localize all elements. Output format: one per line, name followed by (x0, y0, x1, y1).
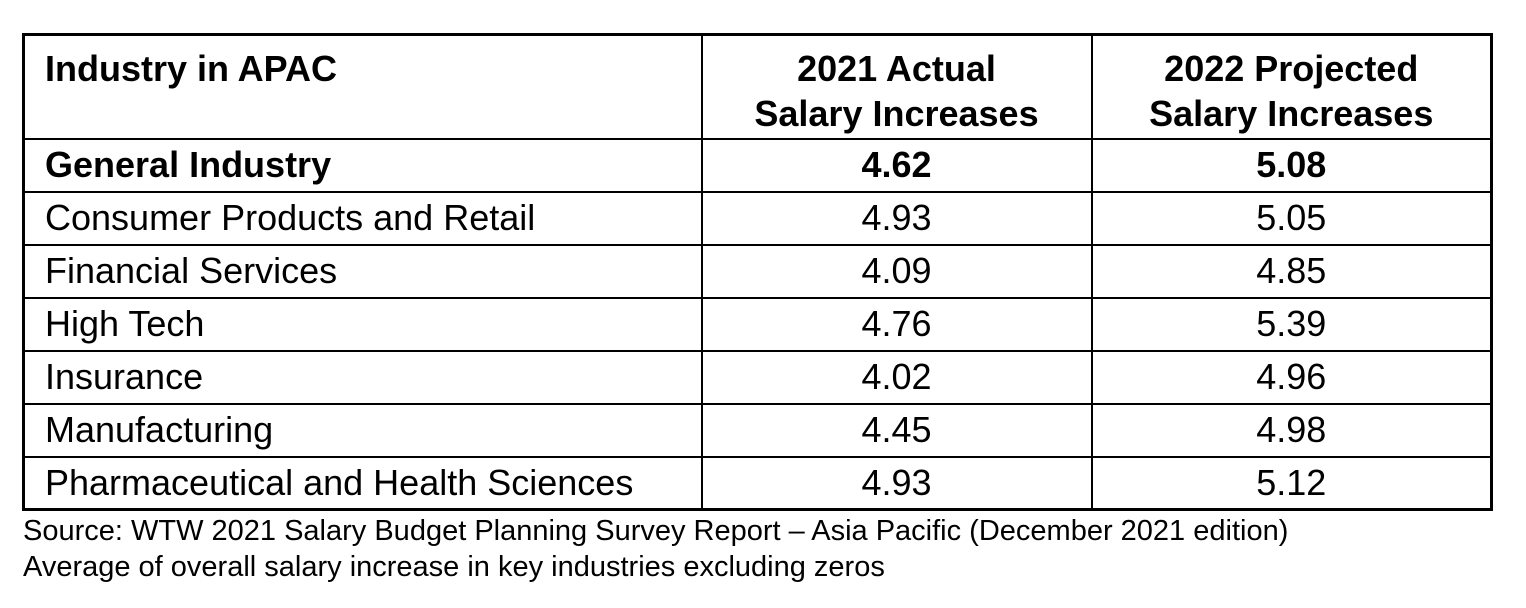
column-header-industry: Industry in APAC (22, 33, 703, 140)
column-header-2021-actual: 2021 Actual Salary Increases (700, 33, 1093, 140)
column-header-2022-projected: 2022 Projected Salary Increases (1090, 33, 1493, 140)
table-header-row: Industry in APAC 2021 Actual Salary Incr… (22, 33, 1493, 140)
table-row-pharmaceutical-health-sciences: Pharmaceutical and Health Sciences 4.93 … (22, 455, 1493, 511)
value-2022-projected: 5.39 (1090, 296, 1493, 352)
value-2022-projected: 4.98 (1090, 402, 1493, 458)
industry-name: Financial Services (22, 243, 703, 299)
value-2022-projected: 5.08 (1090, 137, 1493, 193)
table-row-financial-services: Financial Services 4.09 4.85 (22, 243, 1493, 299)
industry-name: Pharmaceutical and Health Sciences (22, 455, 703, 511)
footnotes: Source: WTW 2021 Salary Budget Planning … (23, 513, 1288, 585)
table-row-consumer-products-retail: Consumer Products and Retail 4.93 5.05 (22, 190, 1493, 246)
value-2021-actual: 4.02 (700, 349, 1093, 405)
value-2021-actual: 4.09 (700, 243, 1093, 299)
industry-name: Insurance (22, 349, 703, 405)
source-note: Source: WTW 2021 Salary Budget Planning … (23, 515, 1289, 547)
value-2022-projected: 5.12 (1090, 455, 1493, 511)
value-2021-actual: 4.93 (700, 190, 1093, 246)
table-row-manufacturing: Manufacturing 4.45 4.98 (22, 402, 1493, 458)
value-2021-actual: 4.76 (700, 296, 1093, 352)
industry-name: High Tech (22, 296, 703, 352)
table-row-high-tech: High Tech 4.76 5.39 (22, 296, 1493, 352)
apac-salary-increase-table: Industry in APAC 2021 Actual Salary Incr… (22, 33, 1493, 511)
table-row-general-industry: General Industry 4.62 5.08 (22, 137, 1493, 193)
industry-name: General Industry (22, 137, 703, 193)
methodology-note: Average of overall salary increase in ke… (23, 551, 885, 583)
value-2021-actual: 4.45 (700, 402, 1093, 458)
value-2022-projected: 5.05 (1090, 190, 1493, 246)
value-2021-actual: 4.93 (700, 455, 1093, 511)
value-2022-projected: 4.85 (1090, 243, 1493, 299)
industry-name: Consumer Products and Retail (22, 190, 703, 246)
table-row-insurance: Insurance 4.02 4.96 (22, 349, 1493, 405)
industry-name: Manufacturing (22, 402, 703, 458)
value-2022-projected: 4.96 (1090, 349, 1493, 405)
value-2021-actual: 4.62 (700, 137, 1093, 193)
